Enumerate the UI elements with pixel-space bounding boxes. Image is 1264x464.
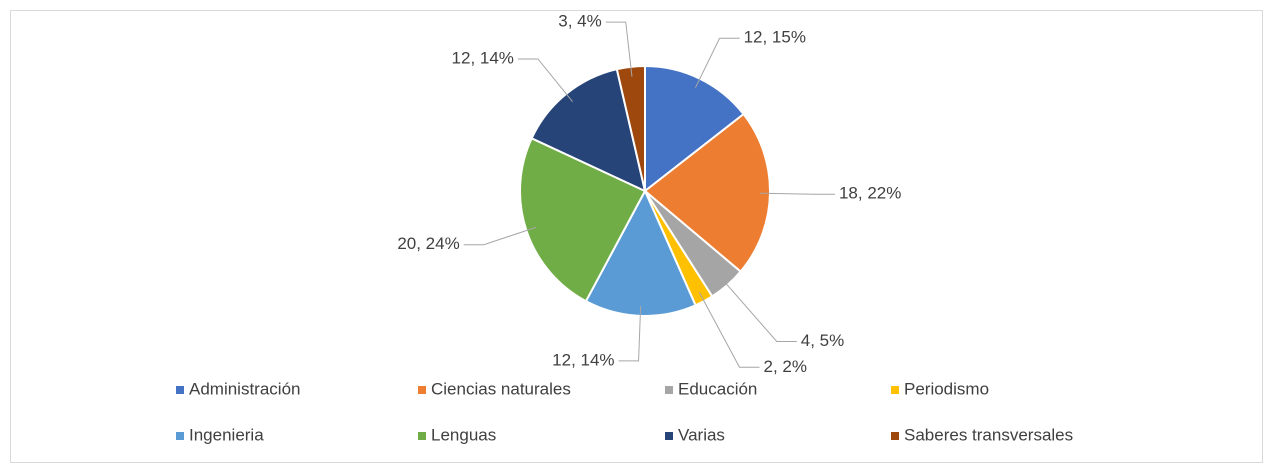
- legend-swatch: [176, 386, 184, 394]
- legend-label: Periodismo: [904, 379, 989, 398]
- legend-label: Administración: [189, 379, 301, 398]
- legend-label: Varias: [678, 425, 725, 444]
- data-label: 2, 2%: [763, 357, 806, 376]
- leader-line: [618, 305, 642, 362]
- legend-label: Ingenieria: [189, 425, 264, 444]
- legend-swatch: [665, 386, 673, 394]
- leader-line: [463, 226, 537, 246]
- leader-line: [695, 37, 740, 88]
- legend-swatch: [665, 432, 673, 440]
- leader-line: [517, 58, 573, 102]
- data-label: 12, 15%: [744, 28, 806, 47]
- legend-label: Ciencias naturales: [431, 379, 571, 398]
- legend-swatch: [176, 432, 184, 440]
- data-label: 12, 14%: [552, 350, 614, 369]
- leader-line: [720, 277, 797, 342]
- legend-label: Saberes transversales: [904, 425, 1073, 444]
- legend-swatch: [891, 386, 899, 394]
- legend-label: Lenguas: [431, 425, 496, 444]
- legend-swatch: [891, 432, 899, 440]
- leader-line: [759, 192, 835, 195]
- data-label: 3, 4%: [558, 12, 601, 31]
- legend-swatch: [418, 432, 426, 440]
- leader-line: [698, 292, 760, 368]
- data-label: 12, 14%: [452, 48, 514, 67]
- data-label: 18, 22%: [839, 184, 901, 203]
- data-label: 4, 5%: [801, 331, 844, 350]
- data-label: 20, 24%: [397, 234, 459, 253]
- leader-line: [605, 21, 633, 77]
- legend-label: Educación: [678, 379, 757, 398]
- legend-swatch: [418, 386, 426, 394]
